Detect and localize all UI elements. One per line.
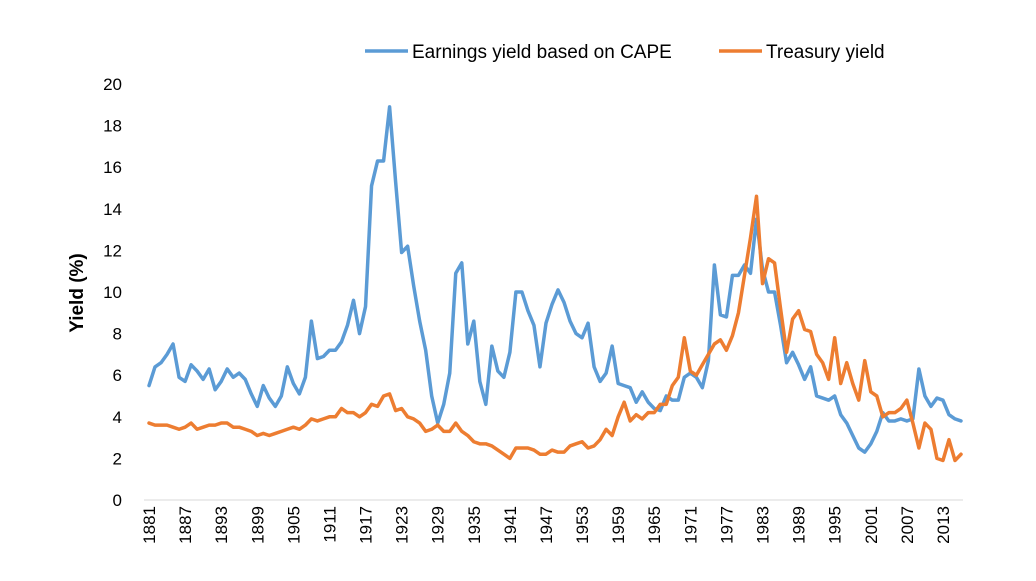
x-tick-label: 1989 xyxy=(790,506,809,544)
x-tick-label: 1923 xyxy=(393,506,412,544)
x-tick-label: 1929 xyxy=(429,506,448,544)
x-tick-label: 1971 xyxy=(681,506,700,544)
x-tick-label: 1887 xyxy=(176,506,195,544)
y-axis-title: Yield (%) xyxy=(67,253,88,333)
x-tick-label: 1983 xyxy=(754,506,773,544)
legend-label-treasury-yield: Treasury yield xyxy=(766,42,885,63)
x-tick-label: 1965 xyxy=(645,506,664,544)
y-axis-ticks: 0 2 4 6 8 10 12 14 16 18 20 xyxy=(103,75,122,510)
y-tick-label: 18 xyxy=(103,117,122,136)
series-line-treasury-yield xyxy=(147,194,963,463)
y-tick-label: 8 xyxy=(113,325,122,344)
y-tick-label: 2 xyxy=(113,449,122,468)
x-axis-ticks: 1881 1887 1893 1899 1905 1911 1917 1923 1929 1935… xyxy=(140,506,953,544)
y-tick-label: 20 xyxy=(103,75,122,94)
x-tick-label: 1941 xyxy=(501,506,520,544)
legend: Earnings yield based on CAPE Treasury yi… xyxy=(365,42,885,63)
y-tick-label: 16 xyxy=(103,158,122,177)
series-group xyxy=(147,105,963,463)
x-tick-label: 1899 xyxy=(248,506,267,544)
y-tick-label: 14 xyxy=(103,200,122,219)
series-line-earnings-yield xyxy=(147,105,963,454)
x-tick-label: 1959 xyxy=(609,506,628,544)
x-tick-label: 1905 xyxy=(284,506,303,544)
legend-label-earnings-yield: Earnings yield based on CAPE xyxy=(412,42,672,63)
y-tick-label: 4 xyxy=(113,408,122,427)
y-tick-label: 12 xyxy=(103,241,122,260)
x-tick-label: 2007 xyxy=(898,506,917,544)
y-tick-label: 10 xyxy=(103,283,122,302)
y-tick-label: 6 xyxy=(113,366,122,385)
x-tick-label: 1893 xyxy=(212,506,231,544)
x-tick-label: 1953 xyxy=(573,506,592,544)
x-tick-label: 1911 xyxy=(320,506,339,543)
x-tick-label: 1881 xyxy=(140,506,159,544)
x-tick-label: 2001 xyxy=(862,506,881,544)
x-tick-label: 1917 xyxy=(357,506,376,544)
x-tick-label: 2013 xyxy=(934,506,953,544)
y-tick-label: 0 xyxy=(113,491,122,510)
x-tick-label: 1935 xyxy=(465,506,484,544)
x-tick-label: 1947 xyxy=(537,506,556,544)
x-tick-label: 1995 xyxy=(826,506,845,544)
x-tick-label: 1977 xyxy=(717,506,736,544)
